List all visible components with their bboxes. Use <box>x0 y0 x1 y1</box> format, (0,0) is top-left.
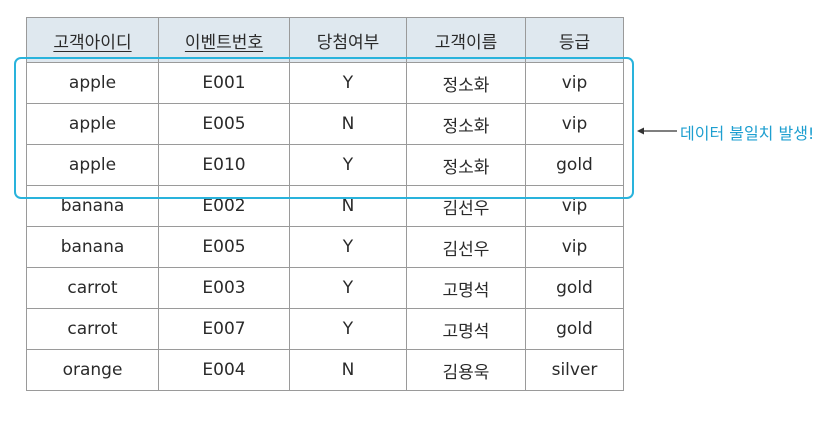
table-row: apple E010 Y 정소화 gold <box>26 144 624 186</box>
cell-grade: silver <box>525 349 624 391</box>
cell-grade: vip <box>525 62 624 104</box>
header-row: 고객아이디 이벤트번호 당첨여부 고객이름 등급 <box>26 17 624 63</box>
cell-event-number: E003 <box>158 267 290 309</box>
cell-grade: vip <box>525 185 624 227</box>
header-label-0: 고객아이디 <box>53 32 132 53</box>
cell-customer-id: banana <box>26 185 159 227</box>
table-row: banana E002 N 김선우 vip <box>26 185 624 227</box>
arrow-left-icon <box>637 127 677 135</box>
cell-won: Y <box>289 62 407 104</box>
cell-event-number: E010 <box>158 144 290 186</box>
cell-grade: gold <box>525 144 624 186</box>
cell-customer-id: carrot <box>26 308 159 350</box>
table-row: orange E004 N 김용욱 silver <box>26 349 624 391</box>
cell-won: Y <box>289 226 407 268</box>
cell-customer-id: carrot <box>26 267 159 309</box>
cell-customer-id: apple <box>26 62 159 104</box>
header-cell-1: 이벤트번호 <box>158 17 290 63</box>
header-cell-4: 등급 <box>525 17 624 63</box>
cell-grade: gold <box>525 267 624 309</box>
table-row: apple E005 N 정소화 vip <box>26 103 624 145</box>
header-label-2: 당첨여부 <box>316 32 380 53</box>
cell-won: N <box>289 103 407 145</box>
cell-customer-id: banana <box>26 226 159 268</box>
cell-customer-name: 정소화 <box>406 103 526 145</box>
cell-won: Y <box>289 144 407 186</box>
table-row: carrot E003 Y 고명석 gold <box>26 267 624 309</box>
cell-won: N <box>289 185 407 227</box>
cell-grade: vip <box>525 226 624 268</box>
header-cell-3: 고객이름 <box>406 17 526 63</box>
cell-won: Y <box>289 308 407 350</box>
table-row: carrot E007 Y 고명석 gold <box>26 308 624 350</box>
cell-customer-name: 김선우 <box>406 185 526 227</box>
cell-event-number: E002 <box>158 185 290 227</box>
cell-customer-name: 고명석 <box>406 267 526 309</box>
cell-customer-id: orange <box>26 349 159 391</box>
cell-won: N <box>289 349 407 391</box>
cell-event-number: E005 <box>158 226 290 268</box>
header-label-4: 등급 <box>558 32 591 53</box>
cell-customer-name: 정소화 <box>406 62 526 104</box>
cell-grade: vip <box>525 103 624 145</box>
cell-customer-name: 고명석 <box>406 308 526 350</box>
cell-won: Y <box>289 267 407 309</box>
header-label-1: 이벤트번호 <box>184 32 264 53</box>
table-row: banana E005 Y 김선우 vip <box>26 226 624 268</box>
cell-customer-id: apple <box>26 144 159 186</box>
cell-customer-name: 김용욱 <box>406 349 526 391</box>
table-row: apple E001 Y 정소화 vip <box>26 62 624 104</box>
cell-grade: gold <box>525 308 624 350</box>
cell-customer-name: 정소화 <box>406 144 526 186</box>
header-label-3: 고객이름 <box>434 32 498 53</box>
header-cell-0: 고객아이디 <box>26 17 159 63</box>
header-cell-2: 당첨여부 <box>289 17 407 63</box>
cell-customer-name: 김선우 <box>406 226 526 268</box>
customer-event-table: 고객아이디 이벤트번호 당첨여부 고객이름 등급 apple E001 Y 정소… <box>26 17 624 391</box>
cell-event-number: E001 <box>158 62 290 104</box>
cell-event-number: E005 <box>158 103 290 145</box>
cell-event-number: E004 <box>158 349 290 391</box>
cell-customer-id: apple <box>26 103 159 145</box>
annotation-text: 데이터 불일치 발생! <box>680 124 815 143</box>
cell-event-number: E007 <box>158 308 290 350</box>
